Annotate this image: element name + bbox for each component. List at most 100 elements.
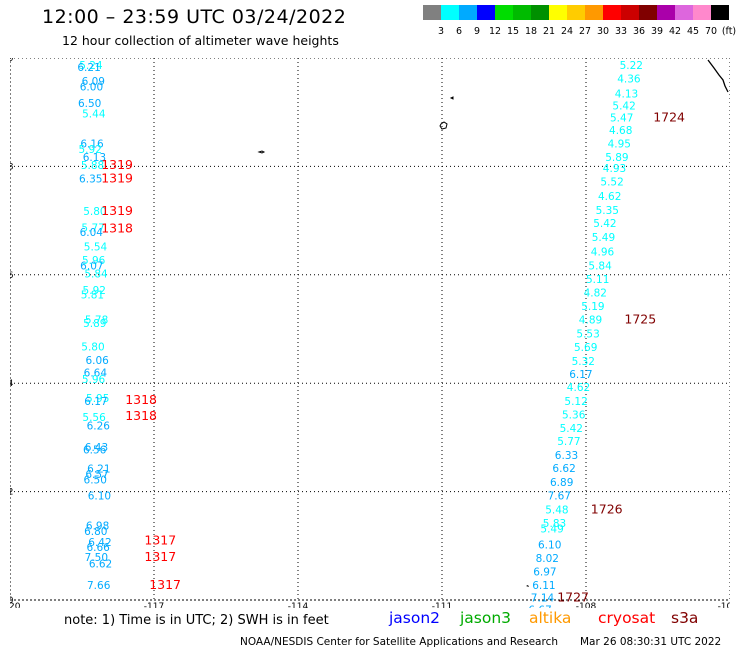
lon-tick-label: -120 [10,602,21,608]
wave-height-value: 4.96 [591,246,615,258]
colorbar-label: 70 [704,26,718,37]
satellite-label-s3a: s3a [671,609,699,627]
satellite-label-cryosat: cryosat [598,609,656,627]
wave-height-value: 6.17 [569,369,592,381]
wave-height-value: 5.56 [82,412,106,424]
colorbar-swatch [423,5,441,20]
wave-height-value: 5.47 [610,112,633,124]
lat-tick-label: 10 [10,596,14,606]
footer-note: note: 1) Time is in UTC; 2) SWH is in fe… [64,613,329,628]
pass-time-label: 1317 [149,577,181,592]
graticule [10,58,730,601]
wave-height-value: 5.77 [557,436,580,448]
wave-height-value: 5.49 [592,232,615,244]
wave-height-value: 5.36 [562,409,586,421]
axis-ticks: -120 -117 -114 -111 -108 -105 20 18 16 14 12 10 [10,58,730,608]
wave-height-value: 5.92 [83,285,106,297]
lat-tick-label: 18 [10,162,14,172]
wave-height-value: 5.88 [81,160,104,172]
colorbar-label: 18 [524,26,538,37]
wave-height-value: 7.50 [85,552,108,564]
wave-height-value: 6.09 [82,76,105,88]
pass-time-label: 1318 [125,392,157,407]
lat-tick-label: 16 [10,271,14,281]
page-title: 12:00 – 23:59 UTC 03/24/2022 [42,6,347,28]
wave-height-value: 6.21 [77,62,100,74]
colorbar-label: 21 [542,26,556,37]
wave-height-value: 5.84 [84,269,108,281]
wave-height-value: 7.66 [87,580,111,592]
wave-height-value: 6.98 [86,521,109,533]
wave-height-value: 5.24 [79,60,103,72]
colorbar-swatch [585,5,603,20]
colorbar-swatch [711,5,729,20]
lon-tick-label: -105 [718,602,730,608]
colorbar-swatch [603,5,621,20]
wave-height-value: 6.00 [80,82,103,94]
wave-height-value: 6.10 [538,540,561,552]
wave-height-value: 4.68 [609,125,632,137]
colorbar-label: 30 [596,26,610,37]
wave-height-value: 5.42 [593,218,616,230]
wave-height-value: 5.69 [574,342,597,354]
coastline [257,59,729,587]
wave-height-value: 4.89 [579,315,602,327]
wave-height-value: 5.42 [612,100,635,112]
pass-time-label: 1727 [557,590,589,605]
wave-height-value: 6.89 [550,477,573,489]
colorbar-swatch [621,5,639,20]
satellite-label-jason3: jason3 [460,609,512,627]
footer-credit: NOAA/NESDIS Center for Satellite Applica… [240,636,558,648]
colorbar-swatch [567,5,585,20]
wave-height-value: 7.14 [531,593,555,605]
lat-tick-label: 12 [10,488,13,498]
colorbar-swatch [657,5,675,20]
wave-height-value: 6.16 [80,138,104,150]
colorbar-swatch [495,5,513,20]
wave-height-value: 6.42 [88,537,111,549]
wave-height-value: 6.56 [83,445,107,457]
wave-height-value: 5.32 [572,356,595,368]
wave-height-value: 5.80 [83,206,106,218]
lon-tick-label: -117 [144,602,164,608]
wave-height-value: 5.49 [540,523,563,535]
pass-time-label: 1317 [144,549,176,564]
wave-height-value: 6.50 [84,474,107,486]
wave-height-value: 6.97 [533,567,556,579]
colorbar-swatch [477,5,495,20]
wave-height-value: 6.26 [87,420,111,432]
wave-height-value: 6.21 [87,464,110,476]
island-clarion [257,150,266,154]
wave-height-value: 4.82 [584,287,607,299]
wave-height-value: 5.92 [79,144,102,156]
wave-height-value: 6.43 [85,442,108,454]
wave-height-value: 6.80 [84,526,107,538]
lat-tick-label: 14 [10,379,14,389]
wave-height-value: 5.89 [605,152,628,164]
footer-timestamp: Mar 26 08:30:31 UTC 2022 [580,636,722,648]
wave-height-value: 6.62 [552,463,575,475]
wave-height-value: 4.36 [617,73,641,85]
wave-height-value: 5.83 [543,518,566,530]
colorbar-swatch [441,5,459,20]
wave-height-value: 4.13 [615,89,638,101]
wave-height-value: 5.11 [586,274,609,286]
wave-height-value: 5.22 [620,60,643,72]
wave-height-value: 4.62 [567,382,590,394]
wave-height-value: 5.89 [83,318,106,330]
wave-height-value: 4.93 [603,163,626,175]
lon-tick-label: -108 [576,602,597,608]
wave-height-value: 6.07 [80,260,103,272]
colorbar-swatch [459,5,477,20]
pass-time-label: 1319 [101,157,133,172]
wave-height-value: 5.44 [82,109,106,121]
colorbar-swatch [513,5,531,20]
colorbar-label: 9 [473,26,481,37]
colorbar-label: 27 [578,26,592,37]
small-rock [526,585,529,587]
satellite-label-altika: altika [529,609,572,627]
wave-height-value: 5.84 [588,260,612,272]
colorbar-label: 36 [632,26,646,37]
island-san-benedicto [449,96,454,100]
colorbar-swatch [675,5,693,20]
